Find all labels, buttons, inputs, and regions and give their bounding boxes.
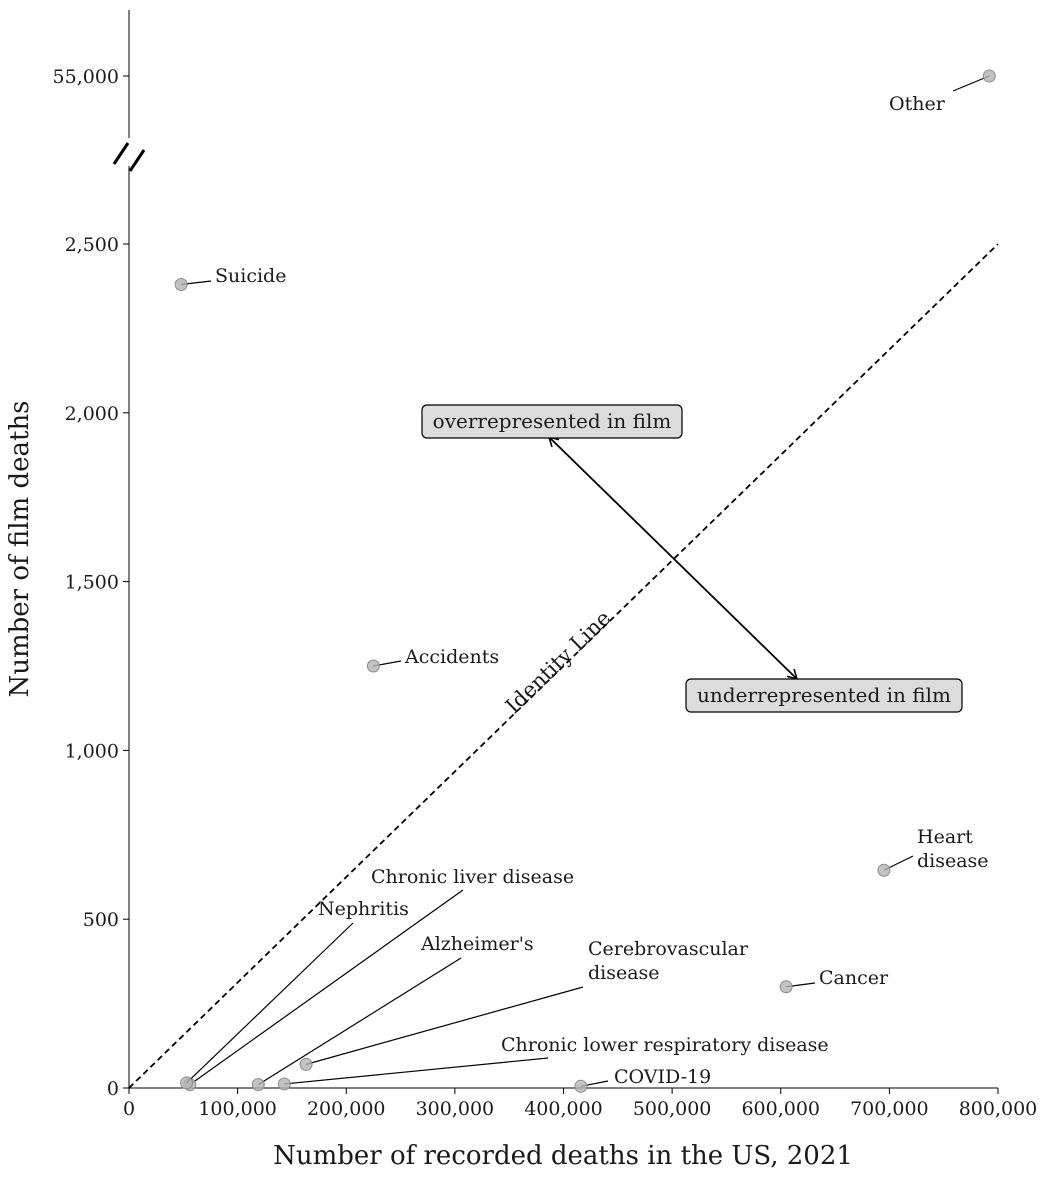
overrepresented-box [421, 404, 683, 439]
identity-line-label: Identity Line [501, 606, 616, 718]
point-alzheimer-s [251, 1078, 265, 1092]
point-label-cerebrovascular-disease: Cerebrovascular [588, 938, 749, 960]
leader-line-cerebrovascular-disease [305, 986, 584, 1065]
x-tick-label: 200,000 [307, 1098, 386, 1120]
point-label-cancer: Cancer [819, 967, 889, 989]
point-label-chronic-lower-respiratory-disease: Chronic lower respiratory disease [501, 1034, 829, 1056]
point-chronic-lower-respiratory-disease [277, 1077, 291, 1091]
underrepresented-label: underrepresented in film [697, 683, 951, 707]
point-cancer [779, 980, 793, 994]
y-axis-label: Number of film deaths [5, 400, 35, 697]
y-tick-label-upper: 55,000 [53, 66, 119, 88]
point-other [982, 69, 996, 83]
representation-arrow [547, 435, 799, 681]
axis-ticks: 0 100,000 200,000 300,000 400,000 500,000 600,… [53, 66, 1038, 1120]
leader-line-chronic-lower-respiratory-disease [284, 1057, 549, 1085]
x-tick-label: 800,000 [959, 1098, 1038, 1120]
point-covid-19 [574, 1079, 588, 1093]
point-label-suicide: Suicide [215, 265, 286, 287]
x-tick-label: 100,000 [198, 1098, 277, 1120]
y-tick-label: 1,000 [65, 740, 119, 762]
point-heart-disease [877, 863, 891, 877]
x-tick-label: 0 [123, 1098, 135, 1120]
underrepresented-box [685, 678, 963, 713]
underrepresented-annotation: underrepresented in film [685, 678, 963, 713]
point-cerebrovascular-disease [299, 1057, 313, 1071]
point-label-heart-disease: disease [917, 850, 989, 872]
x-tick-label: 400,000 [524, 1098, 603, 1120]
y-tick-label: 1,500 [65, 572, 119, 594]
leader-line-nephritis [186, 922, 354, 1084]
x-tick-label: 600,000 [741, 1098, 820, 1120]
x-tick-label: 500,000 [633, 1098, 712, 1120]
point-label-chronic-liver-disease: Chronic liver disease [371, 866, 574, 888]
point-label-nephritis: Nephritis [318, 898, 409, 920]
y-tick-label: 0 [107, 1078, 119, 1100]
x-tick-label: 700,000 [850, 1098, 929, 1120]
point-label-other: Other [889, 93, 946, 115]
x-axis-label: Number of recorded deaths in the US, 202… [273, 1141, 853, 1171]
point-label-cerebrovascular-disease: disease [588, 962, 660, 984]
leader-line-alzheimer-s [257, 957, 462, 1086]
overrepresented-annotation: overrepresented in film [421, 404, 683, 439]
leader-line-other [952, 75, 990, 92]
data-points: SuicideAccidentsHeartdiseaseCancerCOVID-… [174, 69, 996, 1093]
point-label-heart-disease: Heart [917, 826, 973, 848]
point-accidents [366, 659, 380, 673]
point-label-covid-19: COVID-19 [614, 1066, 711, 1088]
leader-line-chronic-liver-disease [189, 889, 464, 1086]
y-tick-label: 2,500 [65, 234, 119, 256]
y-tick-label: 500 [83, 909, 119, 931]
y-tick-label: 2,000 [65, 403, 119, 425]
point-label-accidents: Accidents [404, 646, 499, 668]
point-label-alzheimer-s: Alzheimer's [420, 933, 534, 955]
x-tick-label: 300,000 [416, 1098, 495, 1120]
point-suicide [174, 278, 188, 292]
axis-break-mark [112, 142, 146, 172]
overrepresented-label: overrepresented in film [433, 409, 672, 433]
point-nephritis [180, 1076, 194, 1090]
